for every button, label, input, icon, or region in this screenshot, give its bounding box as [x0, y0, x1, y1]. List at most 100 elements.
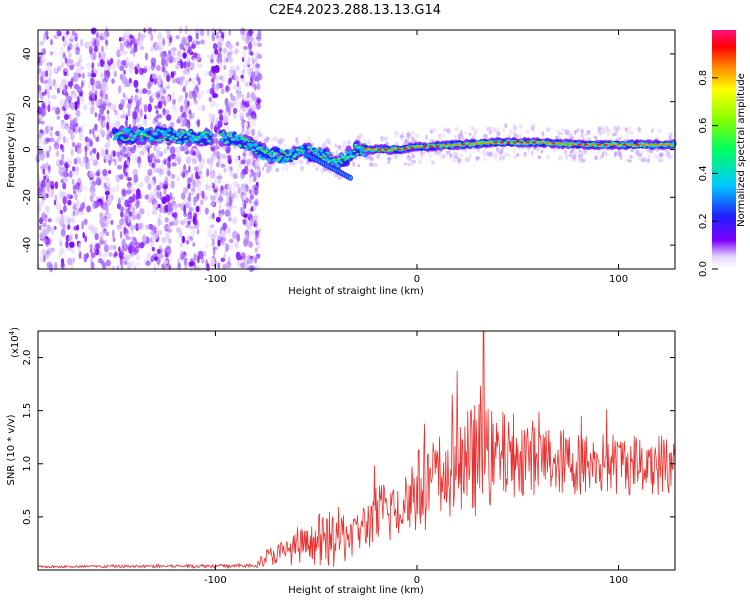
- heatmap-noise-cell: [78, 126, 81, 133]
- heatmap-ridge-cell: [249, 146, 253, 148]
- heatmap-noise-cell: [130, 94, 134, 104]
- heatmap-noise-cell: [150, 179, 155, 186]
- heatmap-noise-cell: [254, 233, 258, 241]
- heatmap-noise-cell: [131, 187, 136, 193]
- heatmap-noise-cell: [616, 125, 621, 131]
- heatmap-noise-cell: [109, 57, 114, 65]
- heatmap-ridge-cell: [179, 132, 184, 137]
- heatmap-ridge-cell: [147, 135, 151, 138]
- heatmap-noise-cell: [67, 46, 70, 53]
- heatmap-ridge-cell: [261, 150, 265, 153]
- heatmap-noise-cell: [337, 174, 342, 181]
- heatmap-noise-cell: [108, 104, 112, 111]
- heatmap-noise-cell: [195, 171, 199, 177]
- heatmap-core-cell: [441, 144, 447, 147]
- heatmap-noise-cell: [65, 246, 69, 252]
- heatmap-noise-cell: [180, 171, 186, 178]
- heatmap-noise-cell: [234, 190, 238, 199]
- heatmap-noise-cell: [241, 195, 247, 200]
- heatmap-core-cell: [416, 145, 421, 149]
- heatmap-noise-cell: [124, 199, 130, 208]
- heatmap-noise-cell: [143, 103, 148, 113]
- heatmap-ridge-cell: [236, 139, 240, 141]
- heatmap-noise-cell: [122, 145, 127, 153]
- heatmap-noise-cell: [59, 159, 64, 166]
- heatmap-noise-cell: [75, 50, 80, 56]
- heatmap-noise-cell: [110, 186, 117, 194]
- heatmap-noise-cell: [132, 193, 136, 203]
- heatmap-noise-cell: [120, 99, 126, 107]
- heatmap-noise-cell: [151, 247, 155, 252]
- heatmap-noise-cell: [246, 158, 251, 165]
- heatmap-noise-cell: [179, 119, 183, 128]
- heatmap-noise-cell: [40, 75, 44, 84]
- heatmap-noise-cell: [457, 157, 462, 164]
- heatmap-ridge-cell: [319, 149, 324, 153]
- heatmap-noise-cell: [50, 188, 54, 198]
- heatmap-core-cell: [409, 146, 414, 149]
- heatmap-noise-cell: [125, 146, 132, 154]
- heatmap-noise-cell: [37, 132, 43, 139]
- heatmap-noise-cell: [134, 42, 138, 48]
- heatmap-noise-cell: [191, 187, 196, 192]
- heatmap-noise-cell: [570, 154, 573, 160]
- heatmap-noise-cell: [63, 71, 68, 77]
- heatmap-noise-cell: [99, 175, 106, 180]
- heatmap-noise-cell: [49, 85, 52, 90]
- heatmap-noise-cell: [489, 151, 493, 157]
- heatmap-noise-cell: [191, 57, 195, 66]
- heatmap-ridge-cell: [146, 129, 152, 136]
- heatmap-noise-cell: [173, 57, 177, 63]
- heatmap-core-cell: [377, 148, 382, 151]
- heatmap-noise-cell: [641, 156, 647, 163]
- heatmap-noise-cell: [184, 79, 189, 87]
- heatmap-noise-cell: [45, 252, 50, 259]
- heatmap-noise-cell: [97, 113, 101, 122]
- heatmap-noise-cell: [256, 264, 260, 272]
- heatmap-ridge-cell: [258, 146, 262, 149]
- heatmap-noise-cell: [355, 135, 361, 141]
- heatmap-noise-cell: [248, 220, 253, 226]
- heatmap-noise-cell: [474, 128, 477, 135]
- heatmap-noise-cell: [213, 192, 219, 198]
- heatmap-noise-cell: [40, 138, 47, 146]
- heatmap-noise-cell: [472, 134, 476, 139]
- heatmap-noise-cell: [249, 51, 254, 56]
- heatmap-noise-cell: [176, 257, 181, 264]
- heatmap-noise-cell: [251, 128, 256, 137]
- heatmap-noise-cell: [48, 145, 52, 153]
- heatmap-noise-cell: [654, 154, 660, 160]
- heatmap-noise-cell: [254, 83, 257, 91]
- heatmap-noise-cell: [75, 203, 80, 209]
- heatmap-noise-cell: [578, 149, 582, 153]
- heatmap-noise-cell: [193, 99, 199, 105]
- heatmap-core-cell: [628, 143, 634, 146]
- heatmap-noise-cell: [210, 101, 215, 108]
- heatmap-ridge-cell: [321, 158, 325, 161]
- heatmap-noise-cell: [201, 257, 205, 264]
- heatmap-noise-cell: [56, 136, 63, 141]
- heatmap-noise-cell: [174, 211, 178, 218]
- heatmap-noise-cell: [234, 98, 240, 108]
- heatmap-noise-cell: [230, 95, 236, 102]
- heatmap-noise-cell: [95, 177, 102, 186]
- heatmap-ridge-cell: [339, 153, 344, 157]
- heatmap-noise-cell: [182, 52, 187, 59]
- heatmap-ridge-cell: [151, 128, 155, 131]
- heatmap-noise-cell: [229, 50, 234, 56]
- heatmap-noise-cell: [607, 130, 610, 137]
- heatmap-noise-cell: [91, 83, 95, 92]
- heatmap-noise-cell: [99, 231, 104, 239]
- heatmap-noise-cell: [42, 222, 47, 228]
- heatmap-noise-cell: [180, 80, 183, 87]
- heatmap-noise-cell: [215, 217, 221, 223]
- heatmap-ridge-cell: [241, 137, 245, 140]
- heatmap-noise-cell: [169, 36, 173, 44]
- heatmap-noise-cell: [173, 218, 179, 226]
- heatmap-noise-cell: [134, 94, 139, 103]
- heatmap-noise-cell: [112, 236, 116, 242]
- heatmap-noise-cell: [192, 242, 196, 247]
- heatmap-noise-cell: [496, 130, 501, 137]
- heatmap-noise-cell: [139, 108, 143, 118]
- heatmap-noise-cell: [573, 131, 577, 136]
